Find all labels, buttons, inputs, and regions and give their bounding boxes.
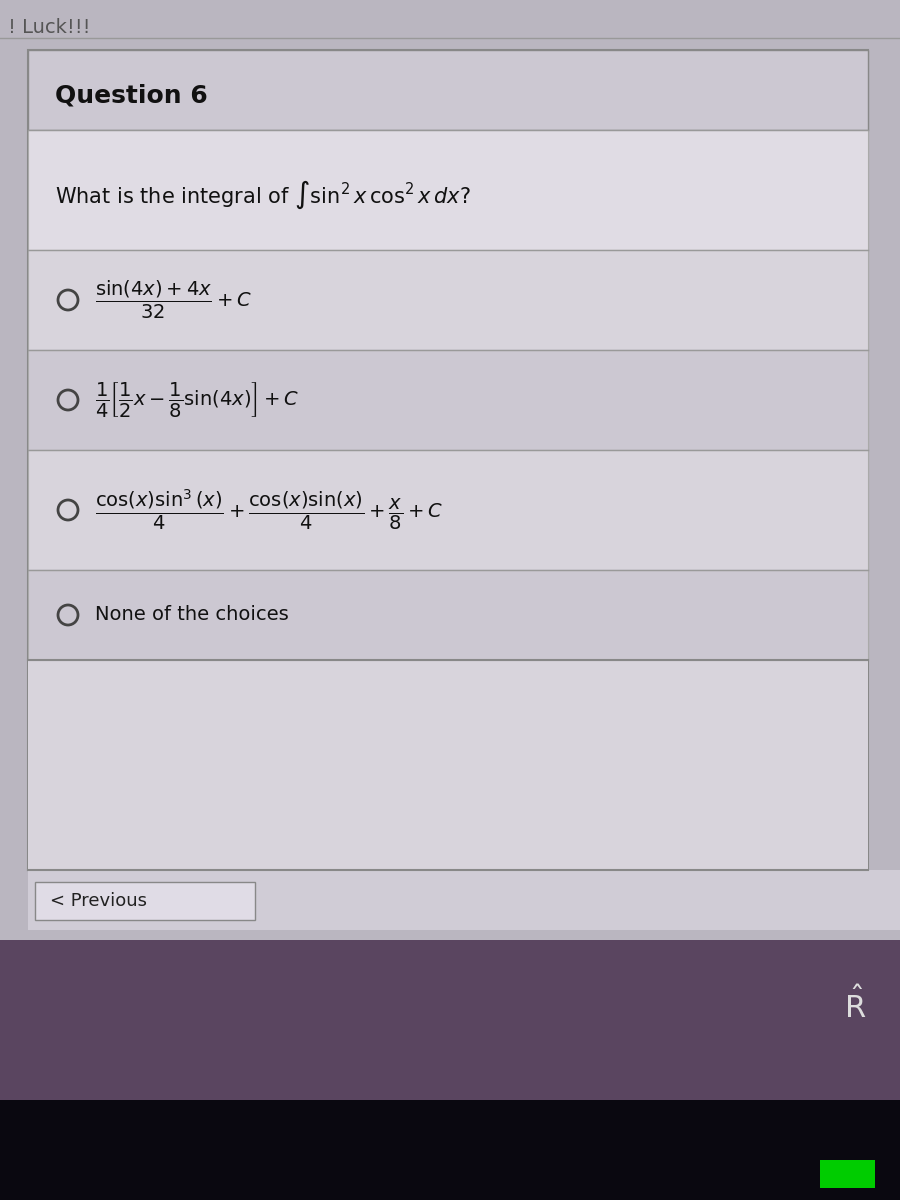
Bar (28, 570, 868, 660)
Bar (0, 940, 900, 1100)
Text: $\mathregular{\hat{R}}$: $\mathregular{\hat{R}}$ (844, 986, 866, 1024)
Bar (820, 1160, 875, 1188)
Bar (35, 882, 255, 920)
Bar (28, 250, 868, 350)
Text: None of the choices: None of the choices (95, 606, 289, 624)
Bar (28, 660, 868, 870)
Text: $\dfrac{1}{4}\left[\dfrac{1}{2}x - \dfrac{1}{8}\sin(4x)\right] + C$: $\dfrac{1}{4}\left[\dfrac{1}{2}x - \dfra… (95, 380, 299, 420)
Bar (28, 50, 868, 870)
Text: What is the integral of $\int \sin^2 x \, \cos^2 x \, dx$?: What is the integral of $\int \sin^2 x \… (55, 179, 471, 211)
Text: < Previous: < Previous (50, 892, 147, 910)
Bar (28, 870, 900, 930)
Text: $\dfrac{\cos(x)\sin^3(x)}{4} + \dfrac{\cos(x)\sin(x)}{4} + \dfrac{x}{8} + C$: $\dfrac{\cos(x)\sin^3(x)}{4} + \dfrac{\c… (95, 487, 443, 533)
Bar (0, 1100, 900, 1200)
Bar (28, 450, 868, 570)
Bar (28, 50, 868, 130)
Bar (28, 130, 868, 250)
Text: ! Luck!!!: ! Luck!!! (8, 18, 91, 37)
Text: Question 6: Question 6 (55, 83, 208, 107)
Text: $\dfrac{\sin(4x)+4x}{32} + C$: $\dfrac{\sin(4x)+4x}{32} + C$ (95, 278, 252, 322)
Bar (28, 350, 868, 450)
